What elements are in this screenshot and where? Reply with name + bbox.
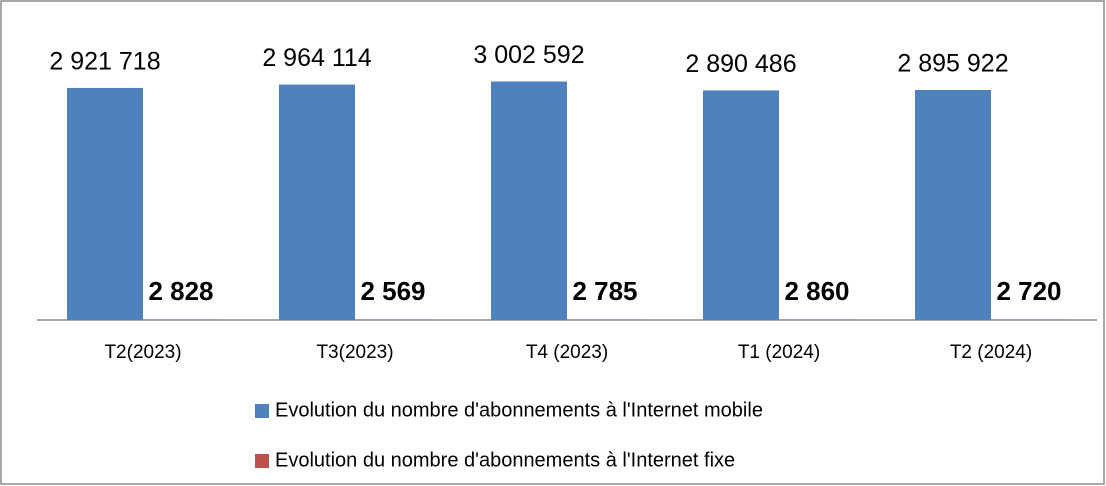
data-label: 2 921 718 bbox=[49, 48, 160, 76]
data-label: 2 785 bbox=[572, 276, 637, 306]
x-tick-label: T2 (2024) bbox=[950, 342, 1032, 363]
bar bbox=[67, 87, 143, 320]
data-label: 2 890 486 bbox=[685, 50, 796, 78]
data-label: 2 964 114 bbox=[262, 44, 371, 72]
x-tick-label: T1 (2024) bbox=[738, 342, 820, 363]
x-tick-label: T4 (2023) bbox=[526, 342, 608, 363]
data-label: 3 002 592 bbox=[473, 41, 584, 69]
bar bbox=[491, 81, 567, 320]
data-label: 2 828 bbox=[148, 276, 213, 306]
data-label: 2 569 bbox=[360, 276, 425, 306]
bar bbox=[915, 89, 991, 321]
bar bbox=[279, 84, 355, 320]
data-label: 2 720 bbox=[996, 276, 1061, 306]
x-tick-label: T2(2023) bbox=[104, 342, 181, 363]
legend-label: Evolution du nombre d'abonnements à l'In… bbox=[275, 449, 735, 471]
data-label: 2 895 922 bbox=[897, 50, 1008, 78]
legend-swatch bbox=[255, 404, 269, 418]
x-tick-label: T3(2023) bbox=[316, 342, 393, 363]
bar bbox=[703, 90, 779, 320]
legend-swatch bbox=[255, 454, 269, 468]
legend-label: Evolution du nombre d'abonnements à l'In… bbox=[275, 399, 763, 421]
data-label: 2 860 bbox=[784, 276, 849, 306]
